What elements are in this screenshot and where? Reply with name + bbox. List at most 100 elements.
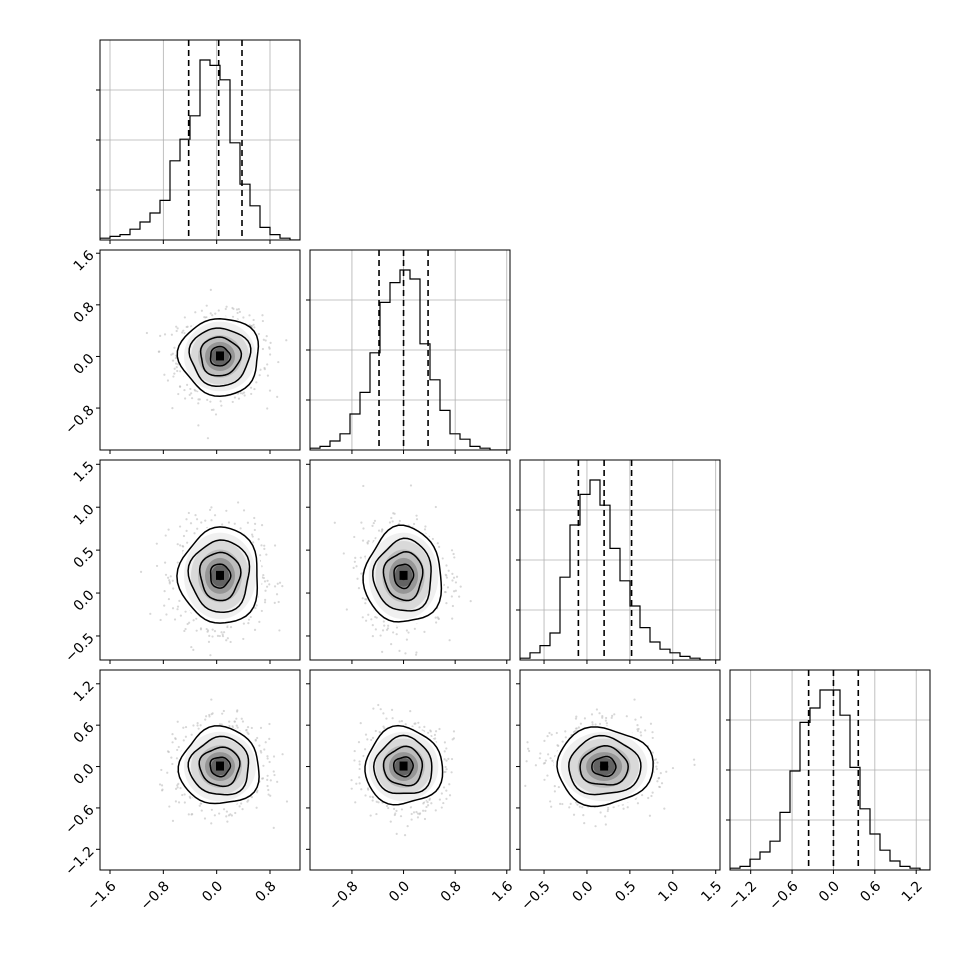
scatter-point <box>371 634 374 638</box>
scatter-point <box>445 602 448 605</box>
scatter-point <box>594 723 597 726</box>
scatter-point <box>527 747 530 750</box>
scatter-point <box>404 652 407 655</box>
scatter-point <box>355 782 358 785</box>
scatter-point <box>264 589 267 592</box>
scatter-point <box>364 598 367 601</box>
scatter-point <box>366 738 369 741</box>
scatter-point <box>374 615 377 619</box>
scatter-point <box>181 793 184 797</box>
scatter-point <box>259 749 262 753</box>
scatter-point <box>641 793 644 797</box>
scatter-point <box>266 774 269 777</box>
scatter-point <box>428 797 431 800</box>
scatter-point <box>176 786 179 789</box>
scatter-point <box>358 760 361 763</box>
scatter-point <box>361 539 365 542</box>
scatter-point <box>183 397 187 400</box>
scatter-point <box>260 609 263 613</box>
scatter-point <box>451 604 454 608</box>
scatter-point <box>392 631 395 634</box>
scatter-point <box>252 323 255 326</box>
scatter-point <box>637 727 640 731</box>
scatter-point <box>459 585 462 588</box>
scatter-point <box>362 754 365 758</box>
histogram-0 <box>100 59 300 240</box>
scatter-point <box>285 800 289 803</box>
scatter-point <box>564 730 567 733</box>
panel-0-0 <box>96 39 301 244</box>
scatter-point <box>367 539 370 543</box>
scatter-point <box>242 316 245 319</box>
scatter-point <box>263 368 266 371</box>
scatter-point <box>644 729 647 732</box>
scatter-point <box>189 522 193 525</box>
scatter-point <box>205 304 208 307</box>
scatter-point <box>382 620 385 623</box>
scatter-point <box>171 607 175 610</box>
scatter-point <box>364 555 367 558</box>
scatter-point <box>258 620 261 623</box>
scatter-point <box>257 332 260 336</box>
scatter-point <box>186 622 189 626</box>
scatter-point <box>242 637 245 641</box>
scatter-point <box>177 801 181 804</box>
scatter-point <box>372 522 375 525</box>
scatter-point <box>261 777 265 780</box>
panel-2-0 <box>96 459 301 664</box>
scatter-point <box>395 832 398 835</box>
scatter-point <box>183 388 186 392</box>
scatter-point <box>361 597 364 600</box>
scatter-point <box>390 643 393 646</box>
scatter-point <box>237 397 241 400</box>
scatter-point <box>190 397 194 400</box>
scatter-point <box>458 595 461 598</box>
scatter-point <box>221 633 224 636</box>
scatter-point <box>403 834 407 837</box>
scatter-point <box>155 564 159 568</box>
scatter-point <box>429 730 432 733</box>
scatter-point <box>240 802 243 805</box>
scatter-point <box>390 516 393 520</box>
scatter-point <box>189 387 192 391</box>
scatter-point <box>252 318 255 322</box>
panel-3-1 <box>306 669 511 874</box>
scatter-point <box>266 755 269 758</box>
scatter-point <box>171 733 174 736</box>
scatter-point <box>410 812 413 816</box>
scatter-point <box>400 808 404 811</box>
scatter-point <box>176 748 179 752</box>
scatter-point <box>452 590 456 593</box>
scatter-point <box>398 519 401 523</box>
scatter-point <box>231 315 235 318</box>
scatter-point <box>434 730 438 733</box>
scatter-point <box>371 795 374 798</box>
scatter-point <box>447 569 450 572</box>
scatter-point <box>387 806 390 810</box>
scatter-point <box>398 522 401 525</box>
scatter-point <box>222 709 225 713</box>
scatter-point <box>230 814 234 817</box>
scatter-point <box>372 707 375 710</box>
scatter-point <box>539 752 542 755</box>
scatter-point <box>263 601 267 604</box>
scatter-point <box>441 557 444 560</box>
contour-0 <box>393 563 415 590</box>
scatter-point <box>266 757 269 760</box>
scatter-point <box>266 363 269 366</box>
scatter-point <box>389 820 392 823</box>
scatter-point <box>182 739 185 742</box>
scatter-point <box>179 787 182 790</box>
scatter-point <box>413 722 416 725</box>
scatter-point <box>237 501 240 504</box>
scatter-point <box>393 512 396 515</box>
scatter-point <box>357 586 361 590</box>
scatter-point <box>199 802 202 805</box>
panel-2-1 <box>306 459 511 664</box>
scatter-point <box>285 339 288 342</box>
scatter-point <box>171 762 174 766</box>
scatter-point <box>211 628 214 631</box>
scatter-point <box>163 373 166 376</box>
scatter-point <box>361 616 364 619</box>
scatter-point <box>409 484 413 487</box>
